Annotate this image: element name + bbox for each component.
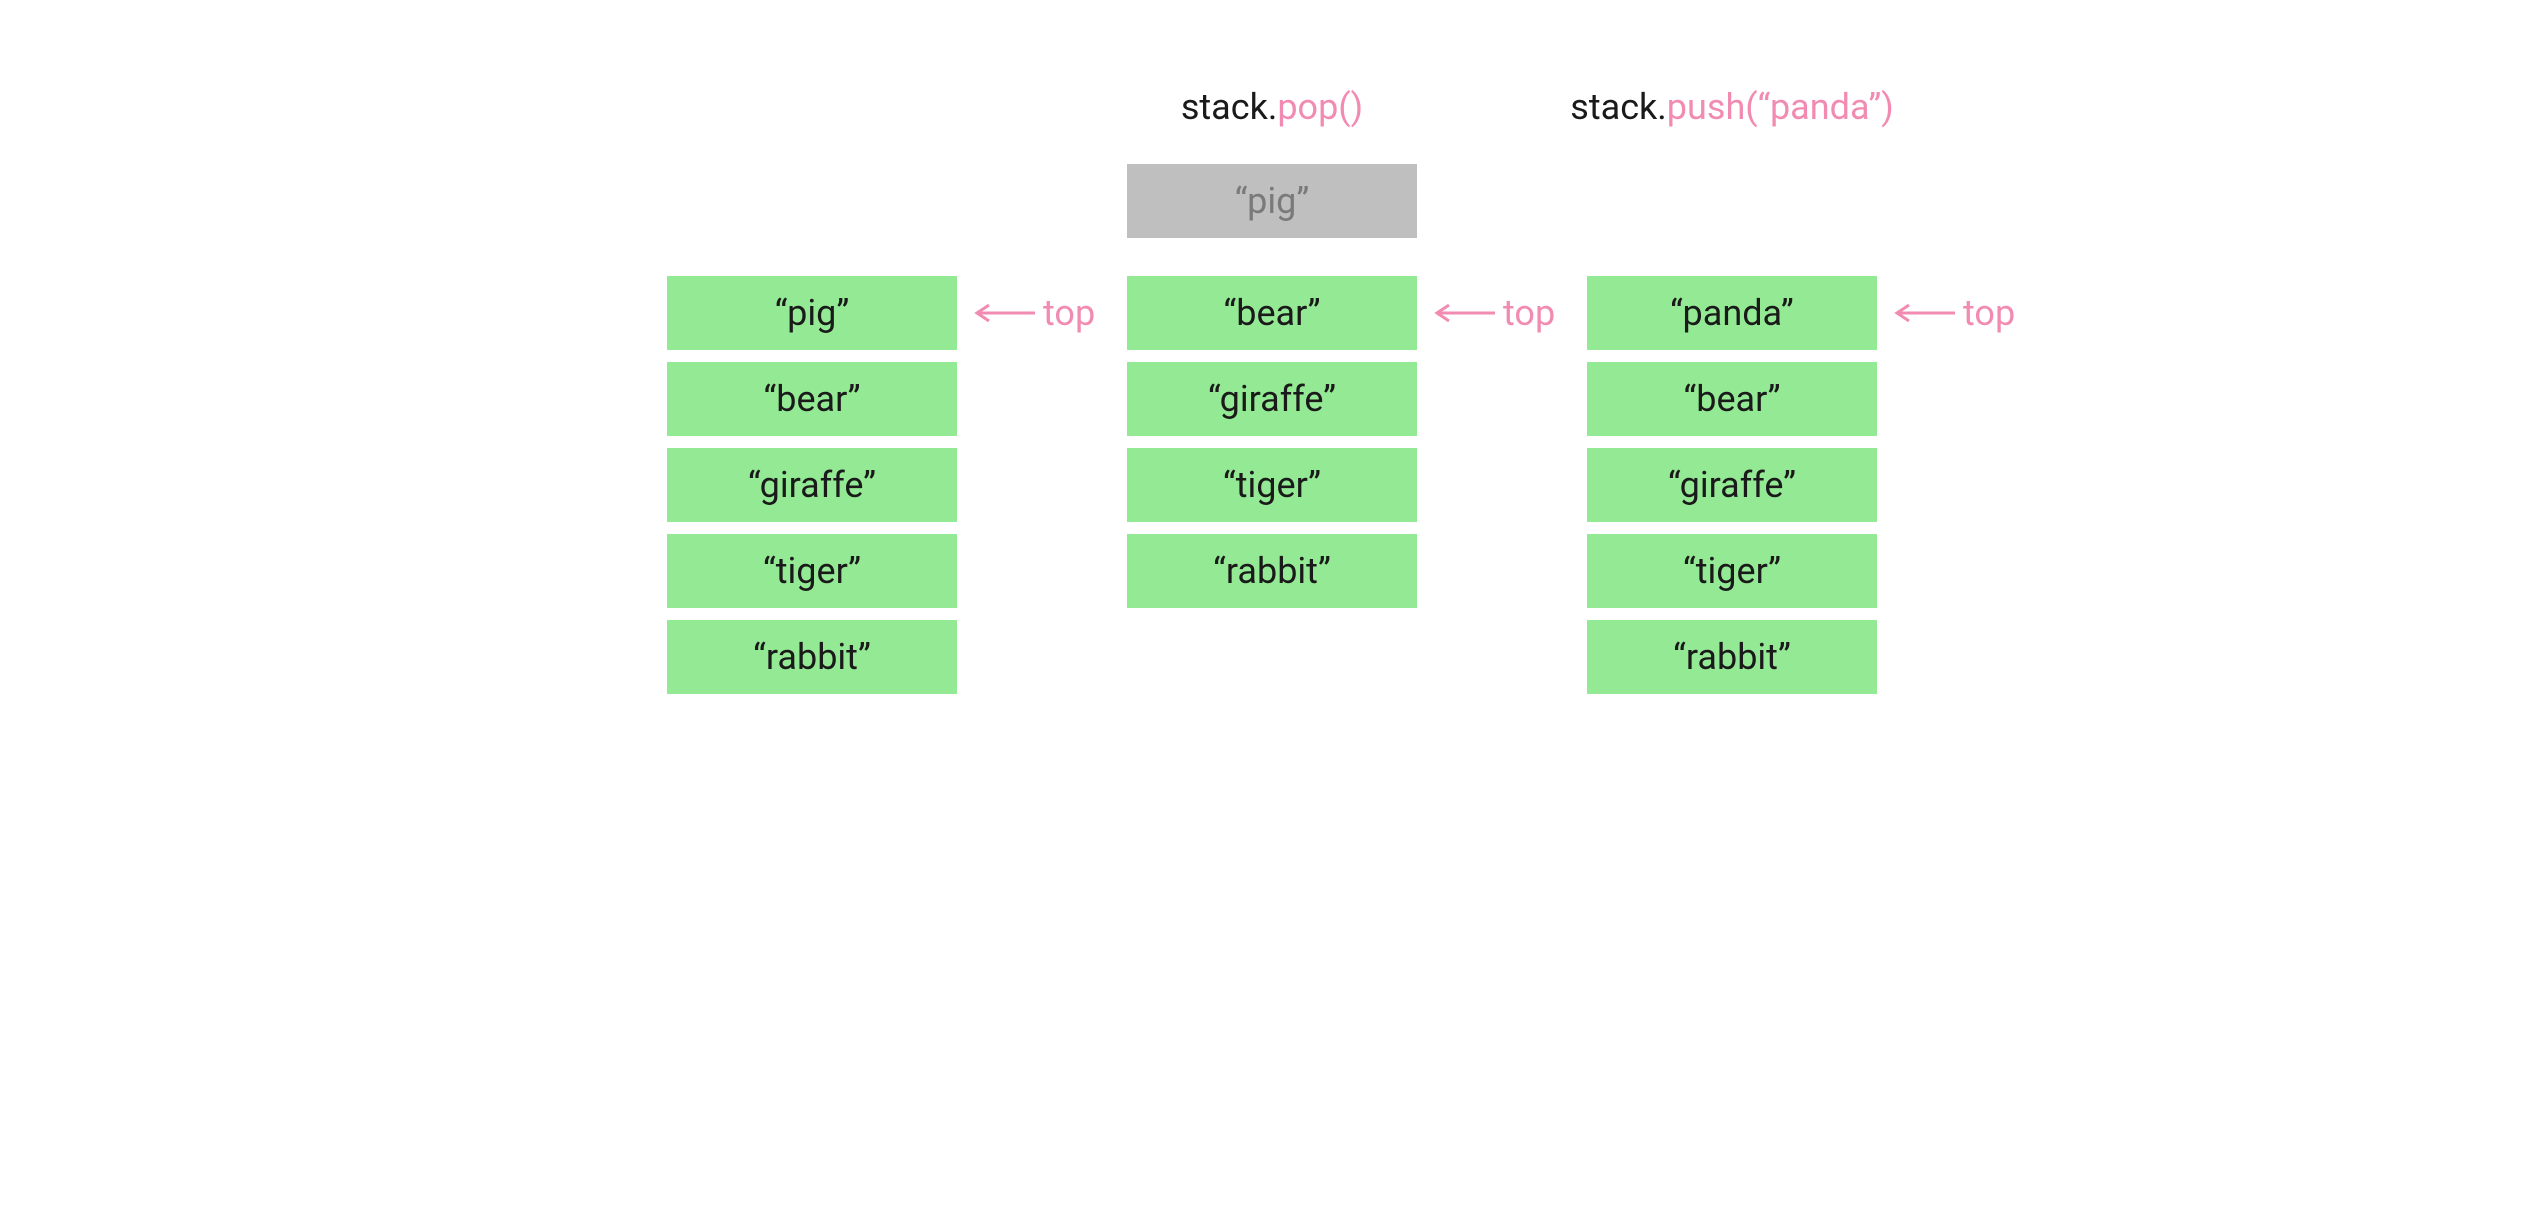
header-prefix: stack. [1181,86,1278,128]
top-label-text: top [1043,292,1095,334]
stack-diagram: “pig” top “bear” “giraffe” “tiger” “rabb… [667,80,1877,694]
stack-row: “bear” top [1127,276,1417,350]
stack-row: “rabbit” [1587,620,1877,694]
stack-cell: “bear” [667,362,957,436]
stack-cell: “bear” [1127,276,1417,350]
stack-cell: “giraffe” [667,448,957,522]
top-pointer: top [957,292,1095,334]
stack-row: “tiger” [667,534,957,608]
header-method: push(“panda”) [1667,86,1894,128]
stack-cells: “panda” top “bear” “giraffe” “tiger” “ra… [1587,276,1877,694]
stack-column-initial: “pig” top “bear” “giraffe” “tiger” “rabb… [667,80,957,694]
stack-row: “giraffe” [667,448,957,522]
stack-row: “bear” [1587,362,1877,436]
header-prefix: stack. [1570,86,1667,128]
stack-row: “giraffe” [1127,362,1417,436]
stack-cell: “rabbit” [1587,620,1877,694]
stack-cell: “tiger” [667,534,957,608]
stack-column-push: stack.push(“panda”) “panda” top “bear” “… [1587,80,1877,694]
popped-cell: “pig” [1127,164,1417,238]
stack-row: “giraffe” [1587,448,1877,522]
stack-row: “pig” top [667,276,957,350]
stack-row: “tiger” [1127,448,1417,522]
top-pointer: top [1877,292,2015,334]
stack-cell: “tiger” [1127,448,1417,522]
stack-cell: “panda” [1587,276,1877,350]
top-label-text: top [1963,292,2015,334]
stack-cells: “bear” top “giraffe” “tiger” “rabbit” [1127,276,1417,608]
stack-cell: “giraffe” [1127,362,1417,436]
stack-cell: “tiger” [1587,534,1877,608]
arrow-left-icon [973,303,1035,323]
stack-row: “panda” top [1587,276,1877,350]
stack-row: “rabbit” [1127,534,1417,608]
arrow-left-icon [1433,303,1495,323]
arrow-left-icon [1893,303,1955,323]
stack-row: “bear” [667,362,957,436]
stack-cell: “pig” [667,276,957,350]
top-pointer: top [1417,292,1555,334]
stack-cell: “rabbit” [1127,534,1417,608]
stack-column-pop: stack.pop() “pig” “bear” top “giraffe” “… [1127,80,1417,608]
popped-slot: “pig” [1127,164,1417,238]
stack-row: “rabbit” [667,620,957,694]
stack-cell: “rabbit” [667,620,957,694]
top-label-text: top [1503,292,1555,334]
stack-cells: “pig” top “bear” “giraffe” “tiger” “rabb… [667,276,957,694]
header-method: pop() [1277,86,1363,128]
stack-cell: “bear” [1587,362,1877,436]
operation-header: stack.push(“panda”) [1570,80,1893,134]
stack-row: “tiger” [1587,534,1877,608]
stack-cell: “giraffe” [1587,448,1877,522]
operation-header: stack.pop() [1181,80,1363,134]
